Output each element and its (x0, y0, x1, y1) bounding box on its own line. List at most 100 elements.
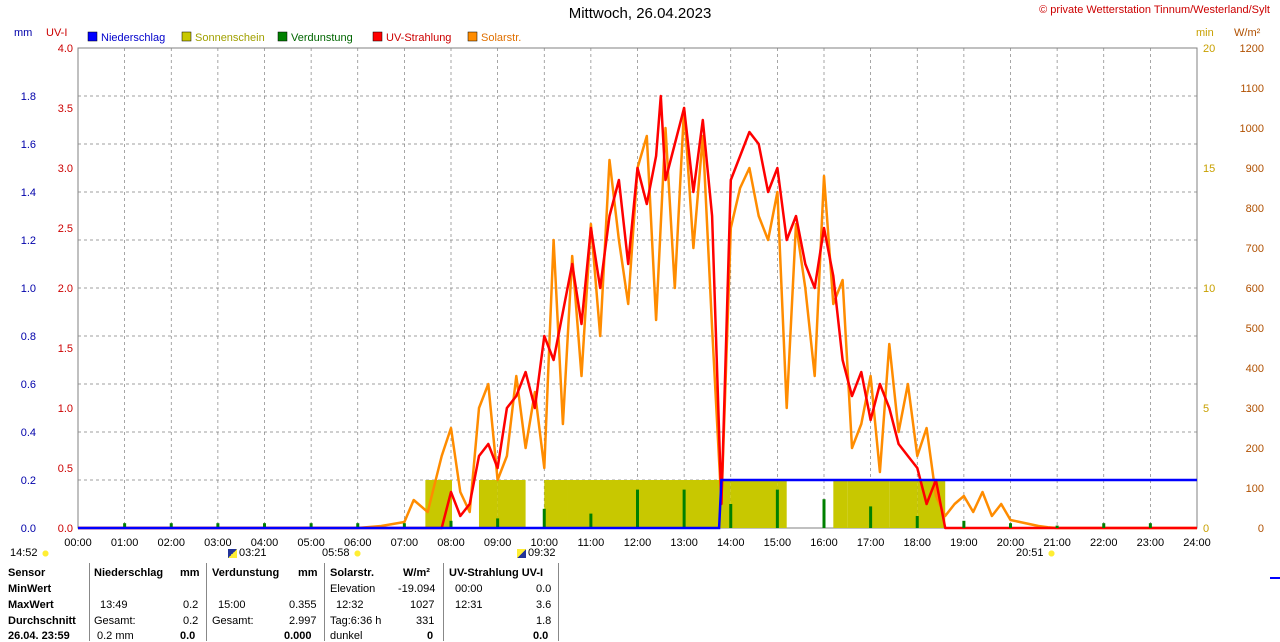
min-axis-label: min (1196, 27, 1214, 39)
evaporation-bar (263, 523, 266, 528)
uv-line (78, 94, 1197, 530)
event-moonrise: 09:32 (517, 547, 556, 559)
uv-tick-label: 3.5 (58, 103, 73, 115)
evaporation-bar (496, 518, 500, 528)
x-tick-label: 01:00 (111, 537, 139, 549)
uv-tick-label: 1.0 (58, 403, 73, 415)
stats-divider (558, 563, 559, 641)
sunshine-bar (478, 480, 498, 528)
sunshine-bar (889, 480, 918, 528)
sunshine-bar (730, 480, 778, 528)
solar-max-val: 1027 (410, 599, 435, 611)
evaporation-bar (542, 508, 546, 528)
legend-swatch (87, 31, 98, 42)
mm-tick-label: 1.6 (21, 139, 36, 151)
x-tick-label: 17:00 (857, 537, 885, 549)
verd-cut-total: 0.000 (284, 630, 312, 642)
evaporation-bar (1009, 523, 1012, 528)
nieder-cut-val: 0.2 mm (97, 630, 134, 642)
verd-gesamt-label: Gesamt: (212, 615, 254, 627)
chart-title: Mittwoch, 26.04.2023 (568, 5, 712, 22)
event-moonset: 03:21 (228, 547, 267, 559)
uv-tick-label: 4.0 (58, 43, 73, 55)
stats-row-avg: Durchschnitt (8, 615, 76, 627)
wm2-tick-label: 200 (1246, 443, 1264, 455)
side-marker (1270, 577, 1280, 579)
stats-header-uv: UV-Strahlung UV-I (449, 567, 544, 579)
x-tick-label: 16:00 (810, 537, 838, 549)
solar-max-time: 12:32 (336, 599, 364, 611)
stats-header-verd: Verdunstung (212, 567, 280, 579)
stats-divider (206, 563, 207, 641)
legend-label: Niederschlag (101, 32, 165, 44)
mm-tick-label: 1.0 (21, 283, 36, 295)
mm-tick-label: 0.4 (21, 427, 36, 439)
evaporation-bar (682, 489, 686, 528)
evaporation-bar (356, 523, 360, 528)
uv-tick-label: 3.0 (58, 163, 73, 175)
min-tick-label: 0 (1203, 523, 1209, 535)
mm-tick-label: 1.2 (21, 235, 36, 247)
solar-dunkel-val: 0 (427, 630, 434, 642)
legend-swatch (372, 31, 383, 42)
evaporation-bar (1102, 523, 1106, 528)
legend-swatch (181, 31, 192, 42)
sunset-icon (1046, 548, 1056, 558)
uv-tick-label: 2.0 (58, 283, 73, 295)
wm2-tick-label: 700 (1246, 243, 1264, 255)
sunshine-bar (847, 480, 890, 528)
x-tick-label: 23:00 (1137, 537, 1165, 549)
uv-tick-label: 2.5 (58, 223, 73, 235)
stats-header-sensor: Sensor (8, 567, 46, 579)
wm2-axis-label: W/m² (1234, 27, 1261, 39)
moonset-icon (228, 548, 237, 558)
sunshine-bar (544, 480, 568, 528)
evaporation-bar (729, 504, 733, 528)
min-tick-label: 15 (1203, 163, 1215, 175)
nieder-max-time: 13:49 (100, 599, 128, 611)
nieder-cut-total: 0.0 (180, 630, 196, 642)
solar-elev-val: -19.094 (398, 583, 436, 595)
verd-max-time: 15:00 (218, 599, 246, 611)
x-tick-label: 15:00 (764, 537, 792, 549)
x-tick-label: 22:00 (1090, 537, 1118, 549)
mm-tick-label: 0.8 (21, 331, 36, 343)
evaporation-bar (822, 499, 826, 528)
sunrise-icon (352, 548, 362, 558)
x-tick-label: 21:00 (1043, 537, 1071, 549)
wm2-tick-label: 900 (1246, 163, 1264, 175)
evaporation-bar (169, 523, 173, 528)
wm2-tick-label: 800 (1246, 203, 1264, 215)
min-tick-label: 5 (1203, 403, 1209, 415)
uv-max-val: 3.6 (536, 599, 552, 611)
sun-icon (40, 548, 50, 558)
sunshine-bar (719, 480, 731, 528)
copyright-label: © private Wetterstation Tinnum/Westerlan… (1039, 4, 1270, 16)
uv-cut-val: 0.0 (533, 630, 549, 642)
x-tick-label: 13:00 (670, 537, 698, 549)
evaporation-bar (962, 520, 966, 528)
evaporation-bar (309, 523, 313, 528)
x-tick-label: 05:00 (297, 537, 325, 549)
stats-header-solar: Solarstr. (330, 567, 375, 579)
sunshine-bar (833, 480, 848, 528)
wm2-tick-label: 0 (1258, 523, 1264, 535)
x-tick-label: 10:00 (530, 537, 558, 549)
solar-tag-val: 331 (416, 615, 435, 627)
wm2-tick-label: 300 (1246, 403, 1264, 415)
mm-tick-label: 1.4 (21, 187, 36, 199)
x-tick-label: 24:00 (1183, 537, 1211, 549)
wm2-tick-label: 1000 (1240, 123, 1264, 135)
statistics-table: Sensor MinWert MaxWert Durchschnitt 26.0… (0, 561, 1280, 642)
stats-header-nieder-unit: mm (180, 567, 200, 579)
stats-divider (324, 563, 325, 641)
evaporation-bar (449, 520, 453, 528)
mm-tick-label: 0.0 (21, 523, 36, 535)
evaporation-bar (402, 523, 406, 528)
x-tick-label: 07:00 (391, 537, 419, 549)
solar-tag-label: Tag:6:36 h (330, 615, 382, 627)
sunshine-bar (567, 480, 720, 528)
mm-tick-label: 1.8 (21, 91, 36, 103)
stats-header-nieder: Niederschlag (94, 567, 164, 579)
x-tick-label: 14:00 (717, 537, 745, 549)
